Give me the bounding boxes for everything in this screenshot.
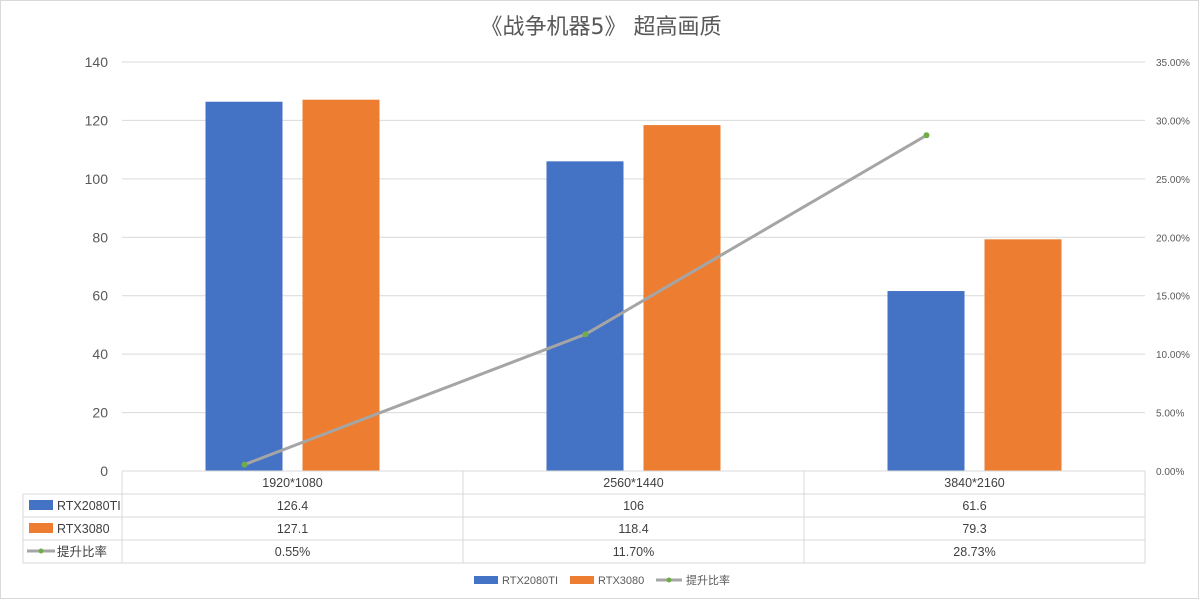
- legend-label: 提升比率: [686, 573, 730, 587]
- ratio-point: [923, 132, 930, 139]
- table-value: 79.3: [962, 522, 986, 536]
- table-value: 61.6: [962, 499, 986, 513]
- y-left-tick-label: 80: [92, 229, 108, 245]
- y-right-tick-label: 0.00%: [1156, 467, 1184, 478]
- table-value: 106: [623, 499, 644, 513]
- bar-rtx3080: [302, 99, 380, 471]
- table-series-name: 提升比率: [57, 544, 107, 559]
- table-value: 0.55%: [275, 545, 310, 559]
- legend-label: RTX3080: [598, 575, 644, 587]
- y-left-tick-label: 140: [85, 54, 109, 70]
- bar-rtx2080ti: [205, 101, 283, 471]
- table-category-label: 2560*1440: [603, 476, 664, 490]
- bars: [205, 99, 1062, 472]
- ratio-point: [582, 331, 589, 338]
- y-left-tick-label: 120: [85, 112, 109, 128]
- gridlines: [122, 61, 1145, 414]
- y-right-tick-label: 15.00%: [1156, 292, 1190, 303]
- table-value: 11.70%: [613, 545, 654, 559]
- table-value: 127.1: [277, 522, 308, 536]
- ratio-line: [241, 132, 930, 468]
- legend-swatch: [474, 576, 498, 584]
- data-table: 1920*1080 2560*1440 3840*2160 RTX2080TI 126.…: [22, 470, 1146, 564]
- table-legend-marker: [38, 548, 44, 554]
- y-right-tick-label: 35.00%: [1156, 58, 1190, 69]
- bar-rtx2080ti: [546, 161, 624, 472]
- y-left-tick-label: 20: [92, 405, 108, 421]
- ratio-point: [241, 461, 248, 468]
- y-left-tick-label: 40: [92, 346, 108, 362]
- bar-rtx3080: [984, 239, 1062, 471]
- table-series-name: RTX2080TI: [57, 499, 121, 513]
- table-series-name: RTX3080: [57, 522, 110, 536]
- y-axis-right: 0.00% 5.00% 10.00% 15.00% 20.00% 25.00% 30.00%…: [1156, 58, 1190, 478]
- bar-rtx3080: [643, 125, 721, 472]
- table-legend-swatch: [29, 523, 53, 533]
- y-axis-left: 0 20 40 60 80 100 120 140: [85, 54, 109, 479]
- table-legend-swatch: [29, 500, 53, 510]
- y-right-tick-label: 30.00%: [1156, 116, 1190, 127]
- chart-title: 《战争机器5》 超高画质: [481, 15, 722, 40]
- table-category-label: 1920*1080: [262, 476, 323, 490]
- y-right-tick-label: 10.00%: [1156, 350, 1190, 361]
- y-left-tick-label: 0: [100, 463, 108, 479]
- table-value: 126.4: [277, 499, 308, 513]
- y-right-tick-label: 5.00%: [1156, 409, 1184, 420]
- table-value: 28.73%: [953, 545, 995, 559]
- legend-swatch: [570, 576, 594, 584]
- bar-rtx2080ti: [887, 291, 965, 471]
- y-left-tick-label: 60: [92, 288, 108, 304]
- legend-marker: [666, 577, 672, 583]
- y-left-tick-label: 100: [85, 171, 109, 187]
- table-value: 118.4: [618, 522, 648, 536]
- legend-label: RTX2080TI: [502, 575, 558, 587]
- legend: RTX2080TI RTX3080 提升比率: [474, 573, 730, 587]
- y-right-tick-label: 20.00%: [1156, 233, 1190, 244]
- table-category-label: 3840*2160: [944, 476, 1005, 490]
- y-right-tick-label: 25.00%: [1156, 175, 1190, 186]
